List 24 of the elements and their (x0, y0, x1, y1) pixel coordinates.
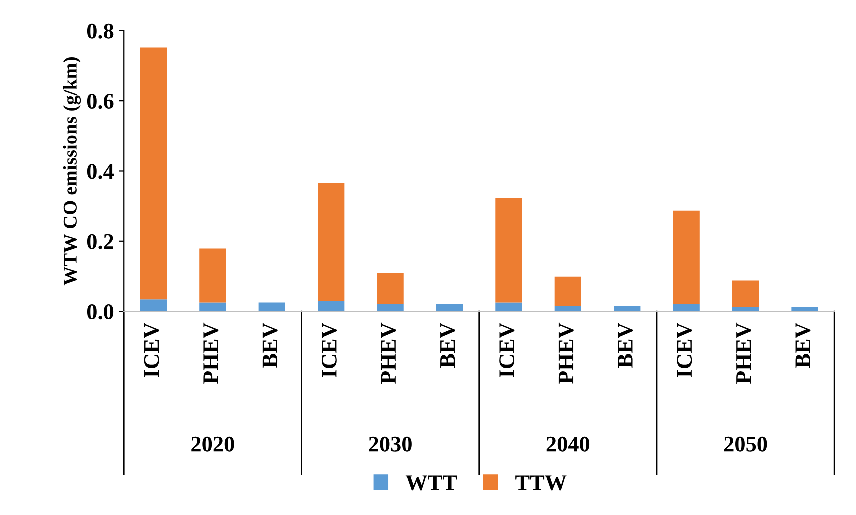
y-axis-title: WTW CO emissions (g/km) (63, 57, 82, 286)
y-tick-label: 0.2 (87, 234, 114, 250)
text: 2020 (192, 436, 234, 452)
y-tick-label: 0.0 (87, 304, 114, 320)
x-tick-label: BEV (618, 322, 634, 368)
x-tick-label: ICEV (322, 322, 338, 378)
x-tick-label: BEV (440, 322, 456, 368)
x-tick-label: ICEV (144, 322, 160, 378)
x-tick-label: PHEV (736, 322, 752, 384)
y-tick-label: 0.4 (87, 164, 114, 180)
legend-label: TTW (516, 476, 567, 491)
x-tick-label: BEV (796, 322, 811, 368)
text: 2030 (369, 436, 412, 452)
y-tick-label: 0.8 (87, 24, 114, 39)
text: 2050 (724, 436, 768, 452)
legend-label: WTT (406, 476, 458, 491)
x-tick-label: BEV (262, 322, 278, 368)
x-tick-label: PHEV (558, 322, 574, 384)
x-tick-label: PHEV (381, 322, 396, 384)
x-tick-label: ICEV (677, 322, 692, 378)
text: 2040 (546, 436, 590, 452)
x-tick-label: ICEV (500, 322, 515, 378)
y-tick-label: 0.6 (87, 94, 114, 110)
x-tick-label: PHEV (204, 322, 219, 384)
